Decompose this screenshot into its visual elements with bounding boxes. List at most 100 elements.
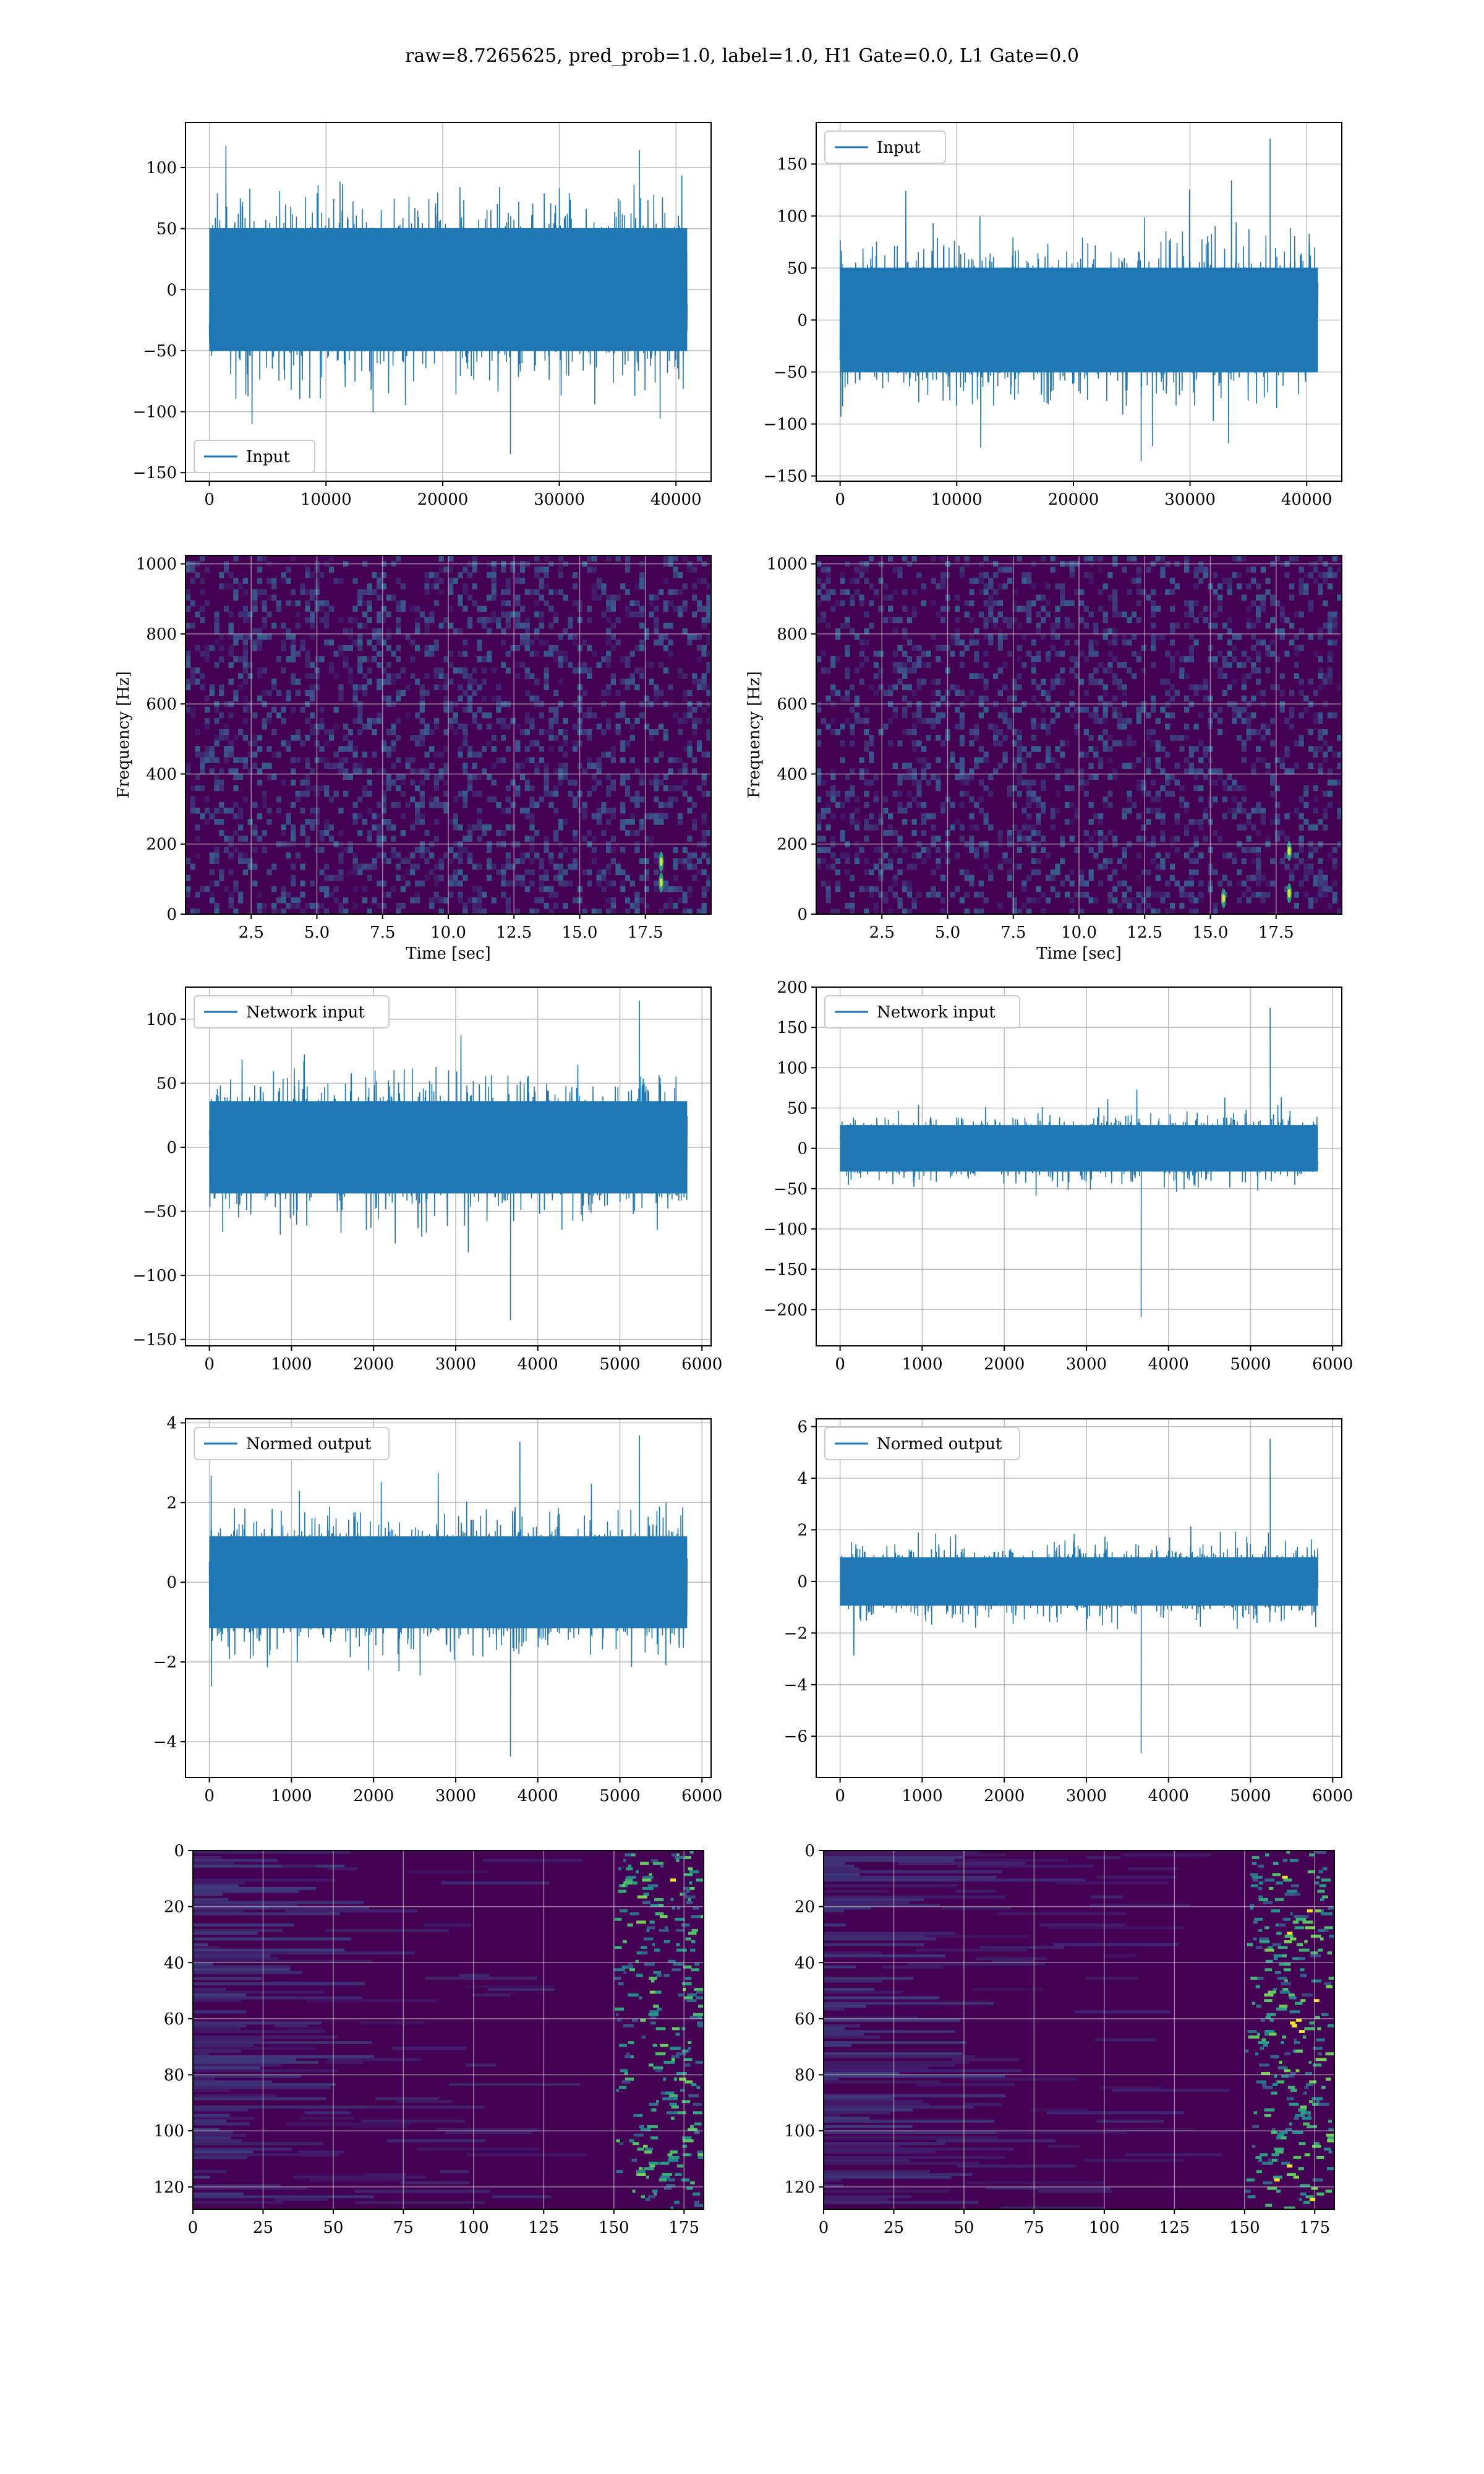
- heatmap-cell: [687, 706, 693, 713]
- heatmap-cell: [1303, 589, 1309, 596]
- feature-streak: [824, 1890, 889, 1893]
- heatmap-cell: [396, 785, 401, 792]
- heatmap-cell: [639, 667, 645, 674]
- heatmap-cell: [219, 735, 224, 741]
- heatmap-cell: [238, 824, 244, 831]
- heatmap-cell: [405, 757, 411, 763]
- heatmap-cell: [902, 667, 908, 674]
- heatmap-cell: [223, 583, 229, 589]
- heatmap-cell: [1298, 583, 1304, 589]
- heatmap-cell: [1303, 869, 1309, 876]
- feature-streak: [293, 2175, 426, 2179]
- heatmap-cell: [1098, 735, 1104, 741]
- heatmap-cell: [1160, 785, 1166, 792]
- feature-streak: [193, 2010, 247, 2014]
- feature-active-cell: [1277, 1946, 1288, 1949]
- heatmap-cell: [988, 578, 994, 584]
- feature-streak: [193, 2153, 339, 2157]
- heatmap-cell: [247, 662, 253, 668]
- heatmap-cell: [701, 830, 707, 836]
- heatmap-cell: [1079, 651, 1085, 657]
- heatmap-cell: [377, 628, 382, 635]
- heatmap-cell: [367, 807, 372, 814]
- heatmap-cell: [309, 902, 315, 909]
- heatmap-cell: [291, 555, 296, 562]
- heatmap-cell: [1107, 875, 1113, 881]
- heatmap-cell: [1251, 807, 1256, 814]
- heatmap-cell: [1308, 633, 1314, 640]
- heatmap-cell: [1270, 639, 1276, 646]
- heatmap-cell: [906, 774, 913, 781]
- feature-streak: [976, 1957, 1047, 1961]
- feature-active-cell: [666, 2111, 678, 2115]
- heatmap-cell: [558, 818, 564, 825]
- heatmap-cell: [878, 818, 884, 825]
- heatmap-cell: [1179, 802, 1185, 808]
- heatmap-cell: [1136, 578, 1142, 584]
- heatmap-cell: [343, 774, 349, 781]
- heatmap-cell: [911, 740, 917, 747]
- heatmap-cell: [959, 790, 965, 797]
- heatmap-cell: [1045, 690, 1051, 696]
- heatmap-cell: [1255, 746, 1261, 752]
- heatmap-cell: [291, 757, 296, 763]
- heatmap-cell: [1136, 617, 1142, 623]
- feature-streak: [824, 1870, 1002, 1873]
- heatmap-cell: [242, 606, 249, 612]
- heatmap-cell: [372, 589, 377, 596]
- heatmap-cell: [825, 572, 831, 578]
- heatmap-cell: [997, 712, 1003, 719]
- heatmap-cell: [238, 807, 244, 814]
- heatmap-cell: [1270, 818, 1276, 825]
- heatmap-cell: [1021, 763, 1027, 769]
- feature-streak: [353, 2125, 407, 2128]
- series-dense-band: [840, 1557, 1318, 1606]
- heatmap-cell: [864, 729, 869, 735]
- heatmap-cell: [850, 785, 855, 792]
- feature-active-cell: [681, 2100, 691, 2104]
- heatmap-cell: [372, 628, 377, 635]
- heatmap-cell: [515, 763, 521, 769]
- heatmap-cell: [596, 869, 602, 876]
- heatmap-cell: [524, 869, 530, 876]
- heatmap-cell: [242, 633, 249, 640]
- heatmap-cell: [515, 600, 521, 607]
- feature-active-cell: [678, 1993, 684, 1997]
- heatmap-cell: [634, 600, 640, 607]
- heatmap-cell: [281, 886, 286, 892]
- heatmap-cell: [252, 740, 258, 747]
- heatmap-cell: [1227, 852, 1232, 858]
- heatmap-cell: [620, 678, 626, 685]
- feature-active-cell: [1304, 2027, 1315, 2031]
- feature-active-cell: [666, 2184, 676, 2188]
- heatmap-cell: [906, 880, 913, 887]
- heatmap-cell: [563, 847, 568, 853]
- heatmap-cell: [381, 667, 387, 674]
- heatmap-cell: [1251, 824, 1256, 831]
- heatmap-cell: [1041, 891, 1046, 898]
- heatmap-cell: [906, 886, 913, 892]
- heatmap-cell: [257, 639, 263, 646]
- feature-streak: [1087, 1856, 1120, 1859]
- heatmap-cell: [463, 690, 468, 696]
- heatmap-cell: [386, 774, 391, 781]
- heatmap-cell: [410, 796, 416, 803]
- heatmap-cell: [606, 774, 612, 781]
- heatmap-cell: [916, 717, 922, 724]
- heatmap-cell: [414, 712, 420, 719]
- heatmap-cell: [654, 886, 659, 892]
- heatmap-cell: [472, 555, 477, 562]
- heatmap-cell: [883, 723, 889, 730]
- heatmap-cell: [629, 813, 635, 820]
- feature-streak: [193, 1946, 219, 1949]
- heatmap-cell: [1298, 690, 1304, 696]
- feature-active-cell: [1247, 1943, 1253, 1946]
- heatmap-cell: [1021, 880, 1027, 887]
- heatmap-cell: [1055, 583, 1060, 589]
- heatmap-cell: [1146, 729, 1151, 735]
- heatmap-cell: [845, 869, 850, 876]
- heatmap-cell: [319, 886, 325, 892]
- heatmap-cell: [548, 706, 554, 713]
- heatmap-cell: [606, 807, 612, 814]
- heatmap-cell: [940, 645, 946, 651]
